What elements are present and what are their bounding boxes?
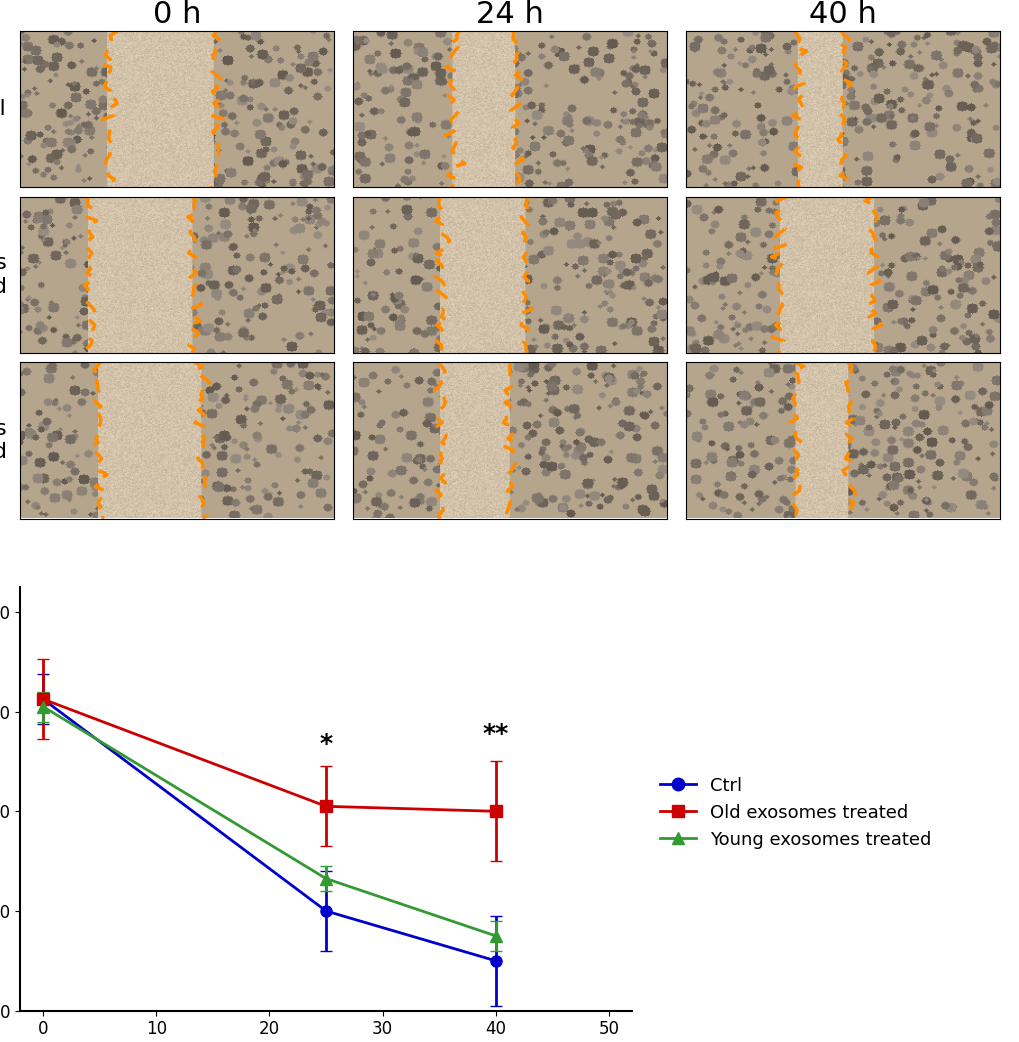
Legend: Ctrl, Old exosomes treated, Young exosomes treated: Ctrl, Old exosomes treated, Young exosom…: [652, 769, 937, 857]
Title: 24 h: 24 h: [476, 0, 543, 29]
Title: 40 h: 40 h: [808, 0, 875, 29]
Y-axis label: Young EVs
Treated: Young EVs Treated: [0, 419, 6, 462]
Text: *: *: [319, 733, 332, 756]
Y-axis label: Old EVs
Treated: Old EVs Treated: [0, 253, 6, 297]
Text: **: **: [482, 722, 508, 746]
Title: 0 h: 0 h: [153, 0, 202, 29]
Y-axis label: Ctrl: Ctrl: [0, 99, 6, 120]
